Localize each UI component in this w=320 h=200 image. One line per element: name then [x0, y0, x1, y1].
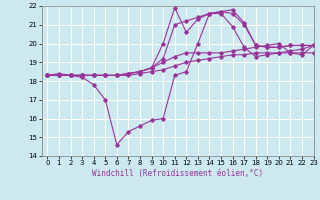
- X-axis label: Windchill (Refroidissement éolien,°C): Windchill (Refroidissement éolien,°C): [92, 169, 263, 178]
